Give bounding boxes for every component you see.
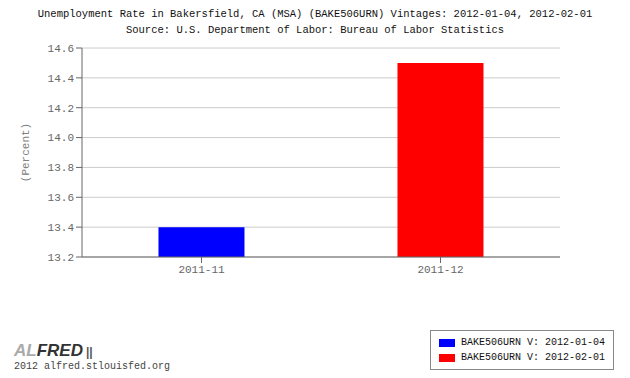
- svg-text:14.4: 14.4: [48, 73, 75, 85]
- svg-text:2011-11: 2011-11: [178, 264, 225, 276]
- svg-text:13.8: 13.8: [48, 162, 74, 174]
- svg-text:13.6: 13.6: [48, 192, 74, 204]
- svg-text:13.4: 13.4: [48, 222, 75, 234]
- html-text:Unemployment Rate in Bakersfie: Unemployment Rate in Bakersfield, CA (MS…: [37, 8, 593, 20]
- svg-text:(Percent): (Percent): [20, 123, 32, 182]
- html-text:BAKE506URN V: 2012-02-01: BAKE506URN V: 2012-02-01: [461, 352, 605, 363]
- svg-text:2011-12: 2011-12: [417, 264, 463, 276]
- svg-text:14.2: 14.2: [48, 103, 74, 115]
- html-text:2012 alfred.stlouisfed.org: 2012 alfred.stlouisfed.org: [14, 361, 170, 372]
- svg-text:13.2: 13.2: [48, 252, 74, 264]
- svg-text:14.6: 14.6: [48, 43, 74, 55]
- html-text:Source: U.S. Department of Lab: Source: U.S. Department of Labor: Bureau…: [126, 24, 504, 36]
- svg-text:14.0: 14.0: [48, 132, 74, 144]
- html-text:BAKE506URN V: 2012-01-04: BAKE506URN V: 2012-01-04: [461, 337, 605, 348]
- html-text:AL FRED ||: AL FRED ||: [14, 341, 93, 360]
